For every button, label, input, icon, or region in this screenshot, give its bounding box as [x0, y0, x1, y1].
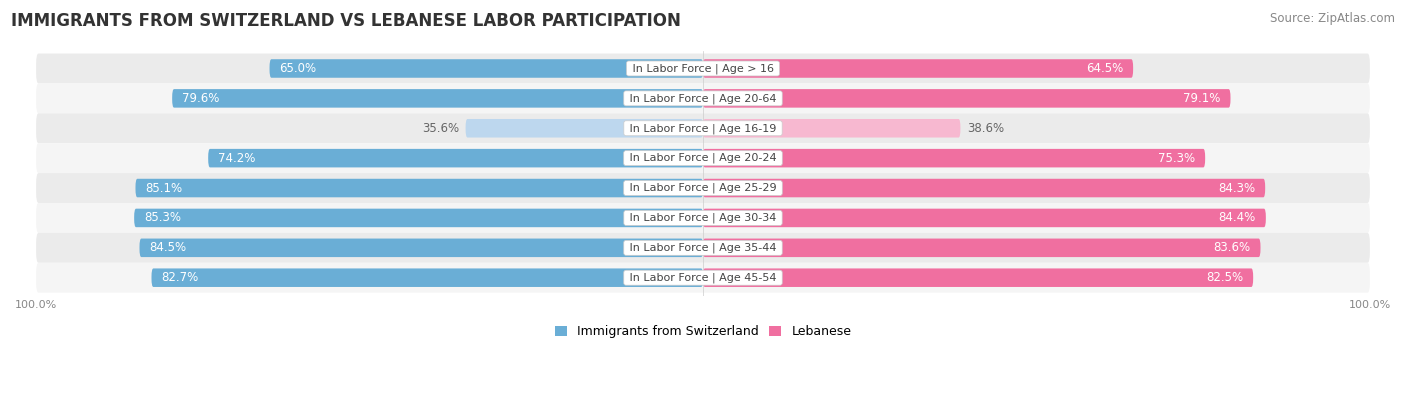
FancyBboxPatch shape: [703, 59, 1133, 78]
Text: 35.6%: 35.6%: [422, 122, 458, 135]
FancyBboxPatch shape: [172, 89, 703, 107]
Text: 82.7%: 82.7%: [162, 271, 198, 284]
FancyBboxPatch shape: [37, 83, 1369, 113]
FancyBboxPatch shape: [37, 263, 1369, 293]
FancyBboxPatch shape: [37, 203, 1369, 233]
Text: In Labor Force | Age 25-29: In Labor Force | Age 25-29: [626, 183, 780, 193]
FancyBboxPatch shape: [703, 119, 960, 137]
Text: 74.2%: 74.2%: [218, 152, 256, 165]
FancyBboxPatch shape: [139, 239, 703, 257]
FancyBboxPatch shape: [152, 269, 703, 287]
Text: 84.5%: 84.5%: [149, 241, 187, 254]
Text: In Labor Force | Age 35-44: In Labor Force | Age 35-44: [626, 243, 780, 253]
FancyBboxPatch shape: [37, 113, 1369, 143]
Text: IMMIGRANTS FROM SWITZERLAND VS LEBANESE LABOR PARTICIPATION: IMMIGRANTS FROM SWITZERLAND VS LEBANESE …: [11, 12, 681, 30]
Text: In Labor Force | Age 16-19: In Labor Force | Age 16-19: [626, 123, 780, 134]
FancyBboxPatch shape: [703, 149, 1205, 167]
FancyBboxPatch shape: [703, 89, 1230, 107]
FancyBboxPatch shape: [135, 179, 703, 198]
Text: 84.3%: 84.3%: [1218, 182, 1256, 195]
Text: 75.3%: 75.3%: [1159, 152, 1195, 165]
Text: 38.6%: 38.6%: [967, 122, 1004, 135]
Text: 79.6%: 79.6%: [183, 92, 219, 105]
Text: In Labor Force | Age 20-64: In Labor Force | Age 20-64: [626, 93, 780, 103]
Text: 65.0%: 65.0%: [280, 62, 316, 75]
Text: 79.1%: 79.1%: [1182, 92, 1220, 105]
FancyBboxPatch shape: [703, 179, 1265, 198]
Text: In Labor Force | Age > 16: In Labor Force | Age > 16: [628, 63, 778, 74]
FancyBboxPatch shape: [465, 119, 703, 137]
FancyBboxPatch shape: [703, 209, 1265, 227]
FancyBboxPatch shape: [37, 233, 1369, 263]
Text: Source: ZipAtlas.com: Source: ZipAtlas.com: [1270, 12, 1395, 25]
FancyBboxPatch shape: [703, 239, 1261, 257]
Legend: Immigrants from Switzerland, Lebanese: Immigrants from Switzerland, Lebanese: [550, 320, 856, 343]
FancyBboxPatch shape: [208, 149, 703, 167]
FancyBboxPatch shape: [703, 269, 1253, 287]
Text: 84.4%: 84.4%: [1219, 211, 1256, 224]
FancyBboxPatch shape: [134, 209, 703, 227]
Text: 83.6%: 83.6%: [1213, 241, 1250, 254]
Text: In Labor Force | Age 30-34: In Labor Force | Age 30-34: [626, 213, 780, 223]
FancyBboxPatch shape: [270, 59, 703, 78]
Text: 85.3%: 85.3%: [145, 211, 181, 224]
Text: 82.5%: 82.5%: [1206, 271, 1243, 284]
Text: In Labor Force | Age 20-24: In Labor Force | Age 20-24: [626, 153, 780, 164]
FancyBboxPatch shape: [37, 173, 1369, 203]
Text: 85.1%: 85.1%: [145, 182, 183, 195]
Text: 64.5%: 64.5%: [1085, 62, 1123, 75]
FancyBboxPatch shape: [37, 54, 1369, 83]
Text: In Labor Force | Age 45-54: In Labor Force | Age 45-54: [626, 273, 780, 283]
FancyBboxPatch shape: [37, 143, 1369, 173]
